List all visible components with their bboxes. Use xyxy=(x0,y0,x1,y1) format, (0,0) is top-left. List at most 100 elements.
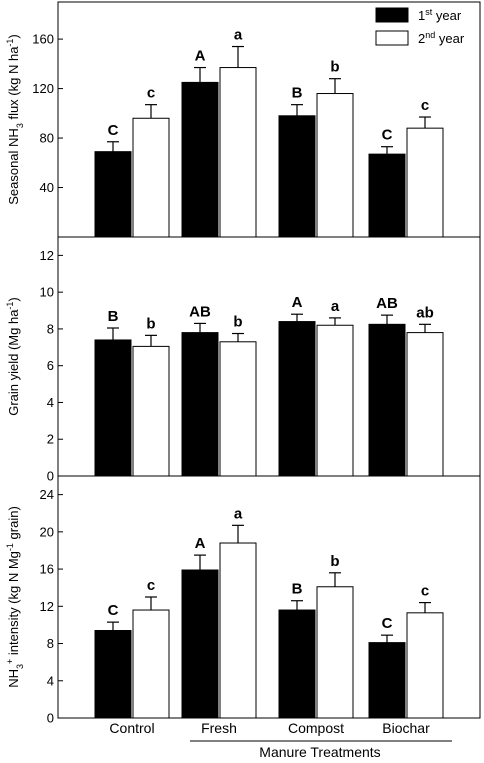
bar-second-year-biochar xyxy=(406,612,444,719)
significance-letter: b xyxy=(146,315,155,332)
significance-letter: c xyxy=(147,577,155,594)
y-tick-label: 12 xyxy=(40,599,54,614)
y-tick-label: 0 xyxy=(47,469,54,484)
significance-letter: A xyxy=(195,535,206,552)
bar-second-year-biochar xyxy=(406,127,444,238)
bar-first-year-fresh xyxy=(181,569,219,719)
x-tick-label-compost: Compost xyxy=(288,720,344,736)
bar-second-year-fresh xyxy=(219,341,257,477)
x-group-label: Manure Treatments xyxy=(259,744,380,760)
legend-label-superscript: nd xyxy=(425,30,435,40)
x-axis: Control Fresh Compost Biochar Manure Tre… xyxy=(109,720,452,760)
legend-swatch xyxy=(375,7,409,23)
y-title-subscript: 3 xyxy=(15,123,25,128)
y-axis-title: Seasonal NH3 flux (kg N ha-1) xyxy=(5,34,25,205)
significance-letter: C xyxy=(382,127,393,144)
bar-first-year-compost xyxy=(278,321,316,477)
y-tick-label: 4 xyxy=(47,673,54,688)
panel-frame xyxy=(57,475,481,719)
legend-label-part: year xyxy=(435,31,465,46)
significance-letter: AB xyxy=(189,303,211,320)
y-title-part: intensity (kg N Mg xyxy=(6,551,21,659)
significance-letter: a xyxy=(331,298,340,315)
y-tick-label: 12 xyxy=(40,248,54,263)
bar-first-year-fresh xyxy=(181,332,219,477)
y-tick-label: 2 xyxy=(47,432,54,447)
legend-label: 2nd year xyxy=(418,30,465,46)
significance-letter: b xyxy=(330,59,339,76)
significance-letter: B xyxy=(292,581,303,598)
bar-second-year-compost xyxy=(316,324,354,477)
y-tick-label: 6 xyxy=(47,358,54,373)
y-title-part: ) xyxy=(6,297,21,301)
significance-letter: a xyxy=(234,27,243,44)
y-tick-label: 16 xyxy=(40,562,54,577)
y-title-superscript: -1 xyxy=(5,39,15,47)
x-tick-label-biochar: Biochar xyxy=(382,720,430,736)
bar-first-year-control xyxy=(94,630,132,719)
y-tick-label: 24 xyxy=(40,487,54,502)
significance-letter: A xyxy=(195,48,206,65)
x-tick-label-fresh: Fresh xyxy=(201,720,237,736)
legend-swatch xyxy=(375,30,409,46)
bar-second-year-compost xyxy=(316,586,354,719)
y-tick-label: 40 xyxy=(40,180,54,195)
y-title-superscript: -1 xyxy=(5,302,15,310)
legend-label: 1st year xyxy=(418,7,462,23)
panel-1: 40 80 120 160 Seasonal NH3 flux (kg N ha-1) C… xyxy=(5,1,481,238)
bar-first-year-biochar xyxy=(368,642,406,719)
legend-label-part: year xyxy=(432,8,462,23)
bar-first-year-fresh xyxy=(181,81,219,238)
y-tick-label: 10 xyxy=(40,285,54,300)
panel-2: 0 2 4 6 8 10 12 Grain yield (Mg ha-1) B AB A AB b b a a… xyxy=(5,236,481,484)
bar-second-year-control xyxy=(132,609,170,719)
significance-letter: C xyxy=(108,122,119,139)
bar-second-year-control xyxy=(132,117,170,238)
bar-second-year-biochar xyxy=(406,332,444,477)
significance-letter: AB xyxy=(376,295,398,312)
significance-letter: b xyxy=(330,553,339,570)
significance-letter: c xyxy=(421,97,429,114)
y-title-part: NH xyxy=(6,669,21,688)
significance-letter: B xyxy=(108,308,119,325)
y-tick-label: 8 xyxy=(47,321,54,336)
x-tick-label-control: Control xyxy=(109,720,154,736)
bar-second-year-fresh xyxy=(219,542,257,719)
y-title-superscript: -1 xyxy=(5,543,15,551)
y-tick-label: 0 xyxy=(47,711,54,726)
panel-3: 0 4 8 12 16 20 24 NH3+ intensity (kg N Mg-1 gra… xyxy=(5,475,481,726)
bar-second-year-control xyxy=(132,345,170,477)
bar-first-year-control xyxy=(94,151,132,238)
y-tick-label: 120 xyxy=(32,81,54,96)
y-title-subscript: 3 xyxy=(15,664,25,669)
legend-label-part: 1 xyxy=(418,8,425,23)
bar-second-year-fresh xyxy=(219,67,257,238)
significance-letter: ab xyxy=(416,304,434,321)
y-title-superscript: + xyxy=(5,659,15,664)
bar-first-year-compost xyxy=(278,115,316,238)
bar-first-year-biochar xyxy=(368,153,406,238)
legend-label-part: 2 xyxy=(418,31,425,46)
significance-letter: B xyxy=(292,85,303,102)
y-tick-label: 160 xyxy=(32,32,54,47)
y-tick-label: 4 xyxy=(47,395,54,410)
significance-letter: a xyxy=(234,505,243,522)
significance-letter: C xyxy=(382,615,393,632)
y-tick-label: 80 xyxy=(40,131,54,146)
legend-label-superscript: st xyxy=(425,7,433,17)
significance-letter: c xyxy=(147,85,155,102)
y-title-part: ) xyxy=(6,34,21,38)
significance-letter: c xyxy=(421,583,429,600)
y-title-part: Grain yield (Mg ha xyxy=(6,309,21,416)
significance-letter: b xyxy=(233,314,242,331)
y-axis-title: Grain yield (Mg ha-1) xyxy=(5,297,21,416)
significance-letter: A xyxy=(292,294,303,311)
y-tick-label: 8 xyxy=(47,636,54,651)
significance-letter: C xyxy=(108,602,119,619)
bar-first-year-control xyxy=(94,339,132,477)
y-title-part: grain) xyxy=(6,506,21,543)
bar-first-year-compost xyxy=(278,609,316,719)
